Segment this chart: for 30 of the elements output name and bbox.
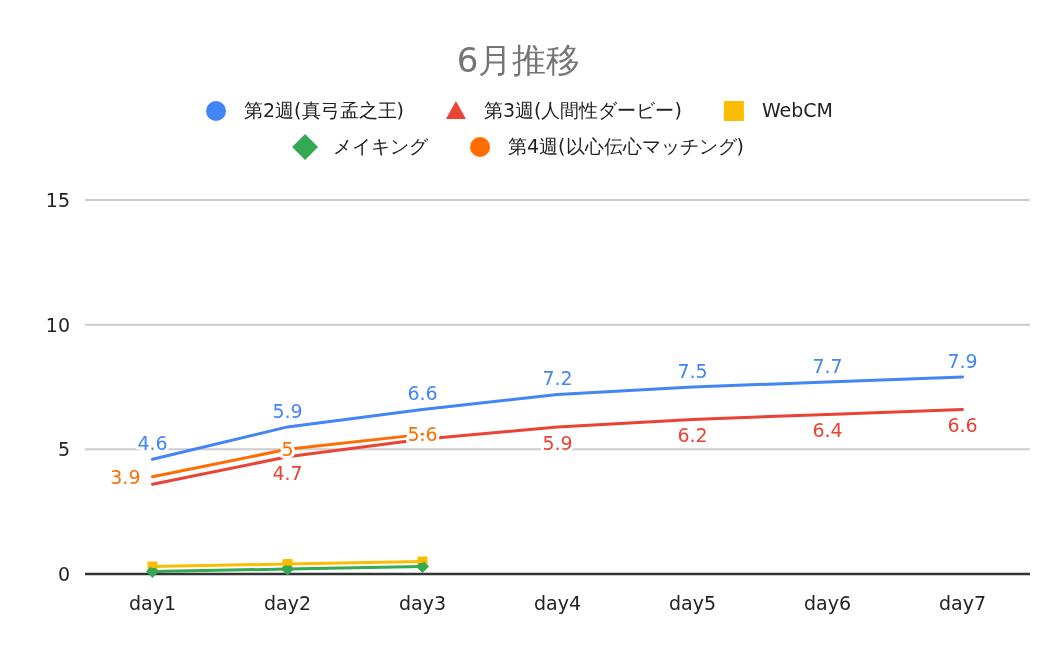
data-label: 4.6: [137, 432, 168, 455]
x-tick-label: day6: [803, 592, 852, 614]
data-label: 7.9: [947, 350, 978, 373]
legend-label: メイキング: [333, 135, 430, 157]
data-label: 4.7: [272, 461, 303, 484]
legend-label: 第2週(真弓孟之王): [244, 99, 404, 121]
y-tick-label: 10: [45, 313, 70, 336]
x-tick-label: day3: [398, 592, 447, 614]
legend-label: 第4週(以心伝心マッチング): [508, 135, 744, 157]
x-tick-label: day5: [668, 592, 717, 614]
data-label: 7.5: [677, 360, 708, 382]
x-tick-label: day7: [938, 592, 987, 614]
data-label: 7.7: [812, 355, 843, 378]
x-tick-label: day2: [263, 592, 312, 614]
data-label: 6.6: [947, 414, 978, 437]
x-tick-label: day1: [128, 592, 177, 614]
y-tick-label: 15: [45, 189, 70, 211]
data-label: 5.9: [542, 431, 573, 454]
data-label: 3.9: [110, 465, 141, 488]
y-tick-label: 0: [57, 563, 70, 585]
legend-label: 第3週(人間性ダービー): [483, 99, 682, 121]
data-label: 6.2: [677, 424, 708, 447]
data-label: 5.9: [272, 399, 303, 422]
legend-label: WebCM: [761, 99, 833, 121]
y-tick-label: 5: [57, 438, 70, 461]
data-label: 6.4: [812, 419, 843, 442]
data-label: 7.2: [542, 367, 573, 390]
data-label: 6.6: [407, 382, 438, 405]
x-tick-label: day4: [533, 592, 582, 614]
chart-title: 6月推移: [456, 40, 581, 80]
